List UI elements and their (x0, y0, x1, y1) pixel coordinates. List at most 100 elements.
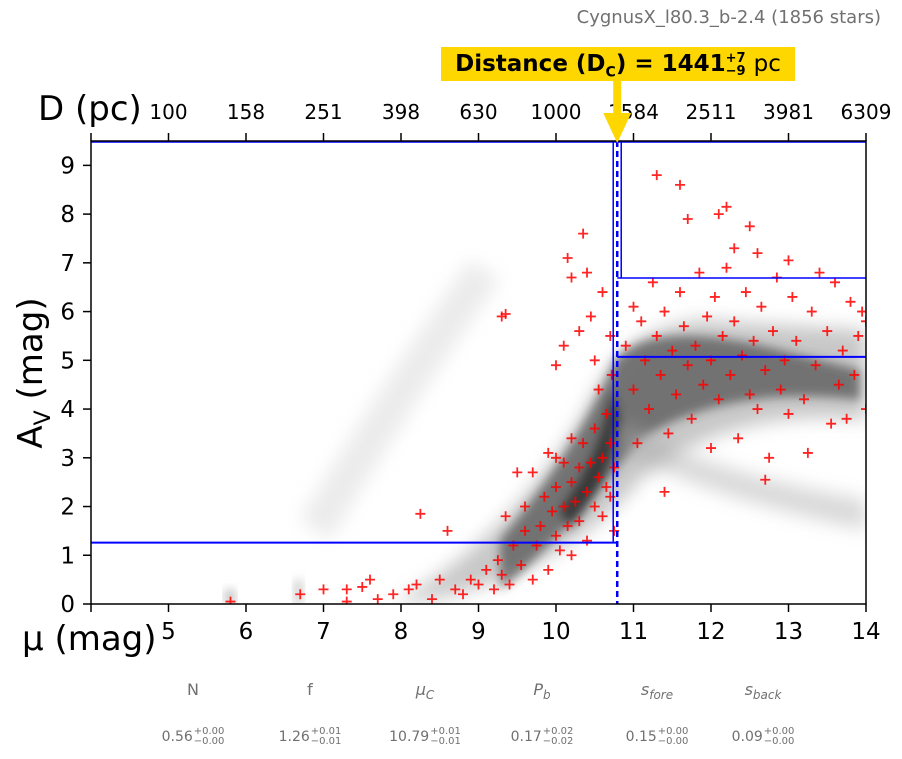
top-tick-label: 3981 (763, 100, 814, 124)
x-tick-label: 5 (161, 619, 176, 645)
distance-minus: 9 (736, 63, 746, 79)
top-tick-label: 6309 (841, 100, 892, 124)
y-axis-label: AV (mag) (11, 297, 56, 448)
star-marker (543, 564, 554, 575)
x-tick-label: 12 (696, 619, 725, 645)
star-marker (698, 379, 709, 390)
param-value: 0.17 +0.02 −0.02 (510, 726, 574, 747)
star-marker (721, 201, 732, 212)
param-name: Pb (533, 680, 551, 703)
top-tick-label: 630 (459, 100, 497, 124)
star-marker (225, 596, 236, 604)
top-tick-label: 100 (149, 100, 187, 124)
star-marker (837, 345, 848, 356)
star-marker (709, 291, 720, 302)
star-marker (628, 384, 639, 395)
param-value: 1.26 +0.01 −0.01 (278, 726, 342, 747)
star-marker (725, 369, 736, 380)
star-marker (551, 482, 561, 493)
star-marker (830, 277, 840, 288)
star-marker (589, 423, 600, 434)
star-marker (535, 521, 546, 532)
y-tick-label: 6 (60, 300, 75, 326)
star-marker (558, 340, 569, 351)
star-marker (787, 291, 798, 302)
star-marker (597, 287, 608, 298)
star-marker (372, 594, 383, 604)
y-tick-label: 8 (60, 202, 75, 228)
star-marker (651, 170, 662, 181)
star-marker (678, 321, 689, 332)
star-marker (403, 584, 414, 595)
param-name: sfore (640, 680, 674, 703)
star-marker (721, 262, 732, 273)
star-marker (318, 584, 329, 595)
star-marker (496, 569, 507, 580)
star-marker (551, 530, 561, 541)
top-tick-label: 1000 (531, 100, 582, 124)
star-marker (655, 369, 666, 380)
star-marker (760, 474, 771, 485)
star-marker (481, 564, 492, 575)
star-marker (810, 360, 821, 371)
star-marker (845, 296, 856, 307)
star-marker (756, 301, 767, 312)
star-marker (752, 404, 763, 415)
y-tick-label: 5 (60, 348, 75, 374)
star-marker (566, 433, 577, 444)
star-marker (671, 389, 682, 400)
star-marker (582, 486, 592, 497)
top-tick-label: 2511 (686, 100, 737, 124)
top-tick-label: 398 (382, 100, 420, 124)
star-marker (636, 316, 647, 327)
star-marker (628, 301, 639, 312)
param-value: 10.79 +0.01 −0.01 (389, 726, 461, 747)
star-marker (690, 340, 701, 351)
star-marker (601, 408, 612, 419)
arrow-head (603, 113, 632, 143)
star-marker (589, 501, 600, 512)
param-value: 0.56 +0.00 −0.00 (161, 726, 225, 747)
star-marker (547, 506, 558, 517)
star-marker (473, 579, 484, 590)
star-marker (597, 511, 608, 522)
star-marker (492, 555, 503, 566)
param-value: 0.15 +0.00 −0.00 (625, 726, 689, 747)
star-marker (578, 438, 589, 449)
star-marker (764, 452, 775, 463)
star-marker (841, 413, 852, 424)
star-marker (729, 316, 740, 327)
distance-arrow (603, 81, 632, 143)
star-marker (752, 248, 763, 259)
star-marker (465, 574, 476, 585)
distance-value: 1441 (661, 51, 726, 77)
param-name: sback (744, 680, 782, 703)
star-markers (225, 170, 866, 604)
y-tick-label: 9 (60, 153, 75, 179)
x-axis-label: μ (mag) (22, 619, 157, 659)
star-marker (566, 272, 577, 283)
star-marker (504, 579, 515, 590)
x-tick-label: 6 (239, 619, 254, 645)
star-marker (562, 252, 573, 263)
y-tick-label: 7 (60, 251, 75, 277)
star-marker (853, 330, 864, 341)
star-marker (620, 340, 631, 351)
star-marker (411, 579, 422, 590)
star-marker (647, 277, 658, 288)
star-marker (783, 255, 794, 266)
y-tick-label: 2 (60, 495, 75, 521)
star-marker (500, 309, 511, 320)
star-marker (570, 496, 581, 507)
star-marker (682, 213, 693, 224)
star-marker (775, 384, 786, 395)
star-marker (733, 433, 744, 444)
star-marker (791, 335, 802, 346)
star-marker (341, 596, 352, 604)
star-marker (675, 287, 685, 298)
x-tick-label: 8 (394, 619, 409, 645)
star-marker (706, 443, 716, 454)
star-marker (814, 267, 825, 278)
